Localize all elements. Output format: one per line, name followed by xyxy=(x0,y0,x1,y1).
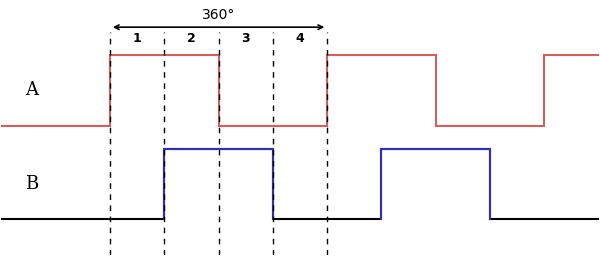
Text: A: A xyxy=(25,81,38,100)
Text: B: B xyxy=(25,175,38,193)
Text: 3: 3 xyxy=(241,33,250,45)
Text: 1: 1 xyxy=(133,33,142,45)
Text: 360°: 360° xyxy=(202,8,235,23)
Text: 2: 2 xyxy=(187,33,196,45)
Text: 4: 4 xyxy=(296,33,304,45)
